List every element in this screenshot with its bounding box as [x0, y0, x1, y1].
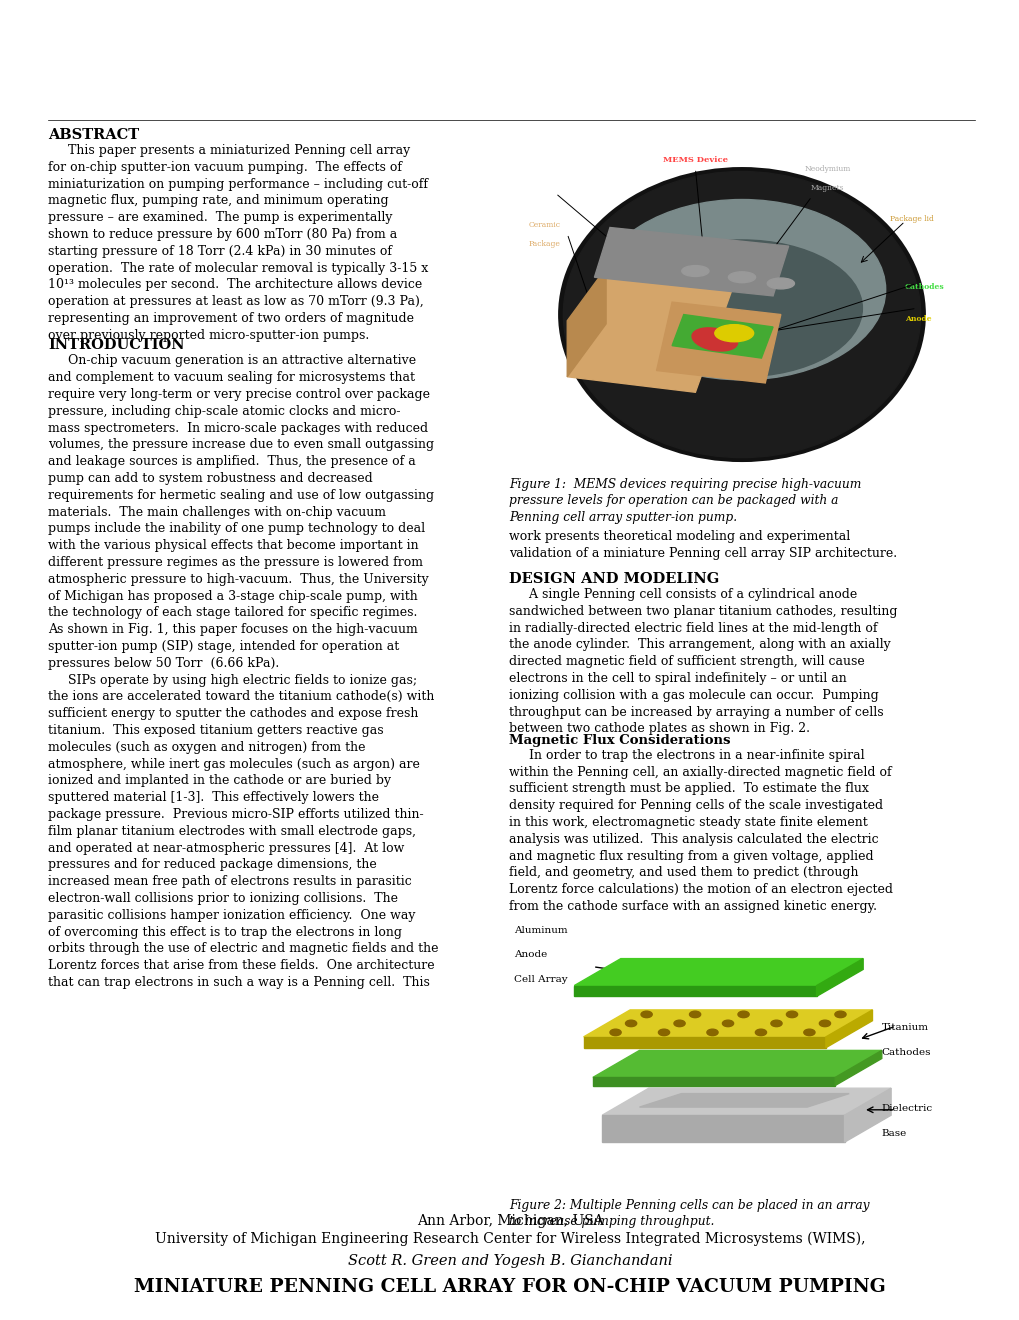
Text: Scott R. Green and Yogesh B. Gianchandani: Scott R. Green and Yogesh B. Gianchandan… [347, 1254, 672, 1269]
Text: Anode: Anode [904, 314, 930, 322]
Text: Cathodes: Cathodes [881, 1048, 930, 1057]
Text: Neodymium: Neodymium [803, 165, 850, 173]
Circle shape [625, 1020, 636, 1027]
Polygon shape [574, 986, 816, 997]
Polygon shape [567, 268, 605, 376]
Text: Dielectric: Dielectric [881, 1105, 932, 1113]
Text: On-chip vacuum generation is an attractive alternative
and complement to vacuum : On-chip vacuum generation is an attracti… [48, 354, 438, 989]
Text: This paper presents a miniaturized Penning cell array
for on-chip sputter-ion va: This paper presents a miniaturized Penni… [48, 144, 428, 342]
Text: Circuit: Circuit [528, 202, 558, 211]
Ellipse shape [621, 240, 861, 376]
Polygon shape [825, 1010, 871, 1048]
Polygon shape [592, 1051, 881, 1077]
Polygon shape [592, 1077, 835, 1085]
Text: Magnetic Flux Considerations: Magnetic Flux Considerations [508, 734, 730, 747]
Circle shape [609, 1030, 621, 1036]
Text: Figure 1:  MEMS devices requiring precise high-vacuum
pressure levels for operat: Figure 1: MEMS devices requiring precise… [508, 478, 860, 524]
Text: University of Michigan Engineering Research Center for Wireless Integrated Micro: University of Michigan Engineering Resea… [155, 1232, 864, 1246]
Text: MEMS Device: MEMS Device [662, 156, 728, 164]
Polygon shape [844, 1088, 891, 1142]
Polygon shape [583, 1038, 825, 1048]
Text: Titanium: Titanium [881, 1023, 928, 1032]
Circle shape [835, 1011, 845, 1018]
Text: ABSTRACT: ABSTRACT [48, 128, 139, 143]
Text: MINIATURE PENNING CELL ARRAY FOR ON-CHIP VACUUM PUMPING: MINIATURE PENNING CELL ARRAY FOR ON-CHIP… [133, 1278, 886, 1296]
Text: INTRODUCTION: INTRODUCTION [48, 338, 184, 352]
Text: In order to trap the electrons in a near-infinite spiral
within the Penning cell: In order to trap the electrons in a near… [508, 748, 892, 913]
Polygon shape [574, 958, 862, 986]
Ellipse shape [681, 265, 708, 276]
Circle shape [640, 1011, 651, 1018]
Ellipse shape [691, 327, 737, 351]
Text: Magnets: Magnets [810, 183, 844, 191]
Polygon shape [601, 1115, 844, 1142]
Text: Aluminum: Aluminum [514, 927, 567, 935]
Polygon shape [639, 1093, 849, 1107]
Ellipse shape [766, 279, 794, 289]
Text: Cathodes: Cathodes [904, 284, 944, 292]
Ellipse shape [728, 272, 755, 282]
Text: A single Penning cell consists of a cylindrical anode
sandwiched between two pla: A single Penning cell consists of a cyli… [508, 587, 897, 735]
Text: Ann Arbor, Michigan, USA: Ann Arbor, Michigan, USA [416, 1214, 603, 1228]
Circle shape [689, 1011, 700, 1018]
Circle shape [658, 1030, 668, 1036]
Polygon shape [672, 314, 772, 358]
Circle shape [770, 1020, 782, 1027]
Circle shape [818, 1020, 829, 1027]
Text: DESIGN AND MODELING: DESIGN AND MODELING [508, 572, 718, 586]
Text: Base: Base [881, 1129, 906, 1138]
Ellipse shape [598, 199, 884, 380]
Circle shape [721, 1020, 733, 1027]
Ellipse shape [559, 169, 923, 461]
Polygon shape [601, 1088, 891, 1115]
Text: Package: Package [528, 240, 559, 248]
Circle shape [755, 1030, 766, 1036]
Text: Ceramic: Ceramic [528, 222, 559, 230]
Text: Magnetic: Magnetic [528, 183, 569, 191]
Polygon shape [594, 227, 788, 296]
Polygon shape [656, 302, 781, 383]
Text: Package lid: Package lid [889, 215, 932, 223]
Circle shape [803, 1030, 814, 1036]
Polygon shape [835, 1051, 881, 1085]
Polygon shape [567, 268, 734, 392]
Polygon shape [816, 958, 862, 997]
Text: work presents theoretical modeling and experimental
validation of a miniature Pe: work presents theoretical modeling and e… [508, 531, 897, 560]
Circle shape [706, 1030, 717, 1036]
Text: Anode: Anode [514, 950, 546, 960]
Text: Cell Array: Cell Array [514, 974, 567, 983]
Ellipse shape [714, 325, 753, 342]
Ellipse shape [562, 172, 920, 458]
Text: Figure 2: Multiple Penning cells can be placed in an array
to increase pumping t: Figure 2: Multiple Penning cells can be … [508, 1199, 868, 1229]
Polygon shape [583, 1010, 871, 1038]
Circle shape [737, 1011, 748, 1018]
Circle shape [786, 1011, 797, 1018]
Circle shape [674, 1020, 685, 1027]
